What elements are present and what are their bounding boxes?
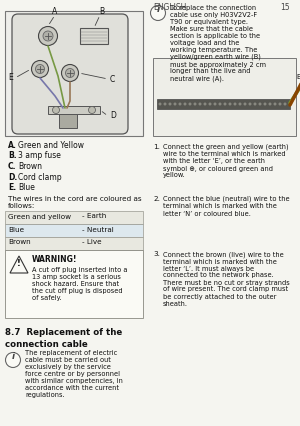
Circle shape	[248, 103, 251, 106]
Text: Cord clamp: Cord clamp	[18, 173, 62, 181]
FancyBboxPatch shape	[80, 28, 108, 44]
Circle shape	[184, 103, 187, 106]
Circle shape	[259, 103, 262, 106]
Circle shape	[229, 103, 232, 106]
Text: Connect the blue (neutral) wire to the
terminal which is marked with the
letter : Connect the blue (neutral) wire to the t…	[163, 196, 290, 216]
Text: Connect the brown (live) wire to the
terminal which is marked with the
letter ‘L: Connect the brown (live) wire to the ter…	[163, 251, 290, 306]
Text: B: B	[297, 74, 300, 80]
FancyBboxPatch shape	[5, 211, 143, 224]
Text: 3 amp fuse: 3 amp fuse	[18, 152, 61, 161]
FancyBboxPatch shape	[5, 11, 143, 136]
Text: To replace the connection
cable use only H03V2V2-F
T90 or equivalent type.
Make : To replace the connection cable use only…	[170, 5, 266, 82]
Circle shape	[38, 26, 58, 46]
Text: Brown: Brown	[18, 162, 42, 171]
Text: B.: B.	[8, 152, 16, 161]
FancyBboxPatch shape	[12, 14, 128, 134]
Text: C: C	[110, 75, 115, 83]
Circle shape	[173, 103, 176, 106]
Circle shape	[199, 103, 202, 106]
Text: i: i	[156, 5, 160, 14]
Circle shape	[52, 106, 59, 113]
FancyBboxPatch shape	[153, 58, 296, 136]
Text: ENGLISH: ENGLISH	[153, 3, 186, 12]
Circle shape	[218, 103, 221, 106]
Circle shape	[151, 6, 166, 20]
Text: D.: D.	[8, 173, 17, 181]
FancyBboxPatch shape	[48, 106, 100, 114]
Text: The wires in the cord are coloured as
follows:: The wires in the cord are coloured as fo…	[8, 196, 142, 209]
Circle shape	[254, 103, 256, 106]
Text: Brown: Brown	[8, 239, 31, 245]
Circle shape	[158, 103, 161, 106]
Circle shape	[284, 103, 286, 106]
Circle shape	[88, 106, 95, 113]
Text: A.: A.	[8, 141, 17, 150]
Text: A cut off plug inserted into a
13 amp socket is a serious
shock hazard. Ensure t: A cut off plug inserted into a 13 amp so…	[32, 267, 128, 301]
Circle shape	[233, 103, 236, 106]
Circle shape	[169, 103, 172, 106]
Text: E.: E.	[8, 183, 16, 192]
Text: 2.: 2.	[153, 196, 160, 202]
FancyBboxPatch shape	[157, 99, 290, 109]
Text: 3.: 3.	[153, 251, 160, 257]
Circle shape	[5, 352, 20, 368]
Circle shape	[263, 103, 266, 106]
Circle shape	[274, 103, 277, 106]
Text: i: i	[11, 352, 15, 361]
Polygon shape	[10, 256, 28, 273]
Circle shape	[65, 69, 74, 78]
Circle shape	[224, 103, 226, 106]
Text: Connect the green and yellow (earth)
wire to the terminal which is marked
with t: Connect the green and yellow (earth) wir…	[163, 144, 289, 178]
FancyBboxPatch shape	[5, 237, 143, 250]
Circle shape	[32, 60, 49, 78]
Circle shape	[278, 103, 281, 106]
Text: The replacement of electric
cable must be carried out
exclusively by the service: The replacement of electric cable must b…	[25, 350, 123, 398]
FancyBboxPatch shape	[5, 224, 143, 237]
Circle shape	[35, 64, 44, 74]
Text: C.: C.	[8, 162, 16, 171]
Text: - Neutral: - Neutral	[82, 227, 114, 233]
Circle shape	[208, 103, 211, 106]
Text: A: A	[52, 8, 58, 17]
Text: 8.7  Replacement of the: 8.7 Replacement of the	[5, 328, 122, 337]
Circle shape	[244, 103, 247, 106]
Circle shape	[194, 103, 196, 106]
Text: 15: 15	[280, 3, 290, 12]
Circle shape	[43, 31, 53, 41]
Text: B: B	[99, 8, 105, 17]
Text: Green and Yellow: Green and Yellow	[18, 141, 84, 150]
Text: Green and yellow: Green and yellow	[8, 213, 71, 219]
Circle shape	[178, 103, 182, 106]
Text: Blue: Blue	[18, 183, 35, 192]
Circle shape	[268, 103, 272, 106]
FancyBboxPatch shape	[59, 114, 77, 128]
Circle shape	[214, 103, 217, 106]
Text: Blue: Blue	[8, 227, 24, 233]
Circle shape	[238, 103, 242, 106]
Circle shape	[164, 103, 166, 106]
Text: !: !	[17, 259, 21, 268]
Text: WARNING!: WARNING!	[32, 255, 77, 264]
FancyBboxPatch shape	[5, 250, 143, 318]
Circle shape	[203, 103, 206, 106]
Text: connection cable: connection cable	[5, 340, 88, 349]
Circle shape	[188, 103, 191, 106]
Text: 1.: 1.	[153, 144, 160, 150]
Text: D: D	[110, 112, 116, 121]
Text: - Earth: - Earth	[82, 213, 106, 219]
Circle shape	[61, 64, 79, 81]
Text: E: E	[8, 74, 13, 83]
Text: - Live: - Live	[82, 239, 102, 245]
